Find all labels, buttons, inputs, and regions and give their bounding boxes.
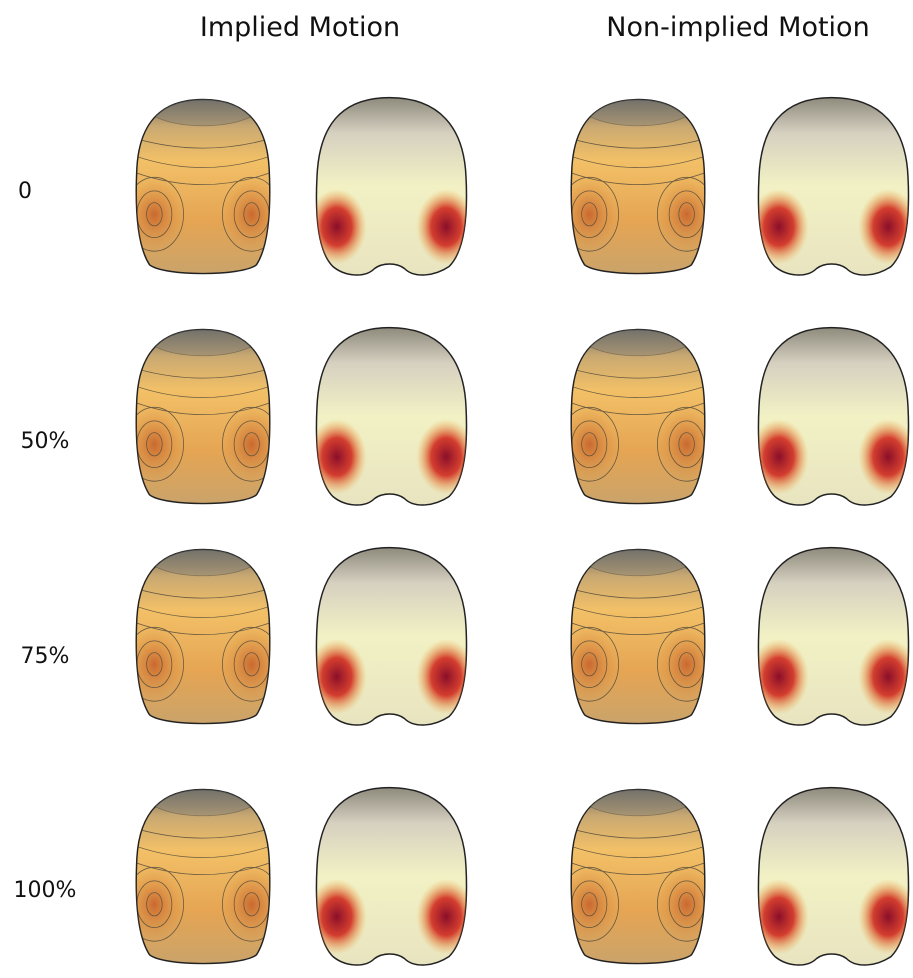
figure-canvas: Implied Motion Non-implied Motion 0 50% … (0, 0, 913, 978)
figure: Implied Motion Non-implied Motion 0 50% … (0, 0, 913, 978)
column-title: Non-implied Motion (606, 12, 869, 43)
head-topography (560, 773, 716, 964)
head-topography (749, 788, 913, 965)
head-topography (749, 98, 913, 275)
row-label: 0 (18, 179, 32, 204)
head-topography (307, 788, 476, 965)
head-topography (560, 83, 716, 274)
head-topography (307, 328, 476, 505)
head-topography (125, 533, 281, 724)
head-topography (307, 548, 476, 725)
row-label: 75% (21, 644, 70, 669)
row-label: 100% (14, 878, 77, 903)
head-topography (125, 313, 281, 504)
head-topography (125, 773, 281, 964)
column-title: Implied Motion (200, 12, 400, 43)
head-topography (749, 548, 913, 725)
head-topography (560, 313, 716, 504)
head-maps (125, 83, 913, 965)
row-label: 50% (21, 429, 70, 454)
head-topography (125, 83, 281, 274)
head-topography (560, 533, 716, 724)
head-topography (307, 98, 476, 275)
head-topography (749, 328, 913, 505)
